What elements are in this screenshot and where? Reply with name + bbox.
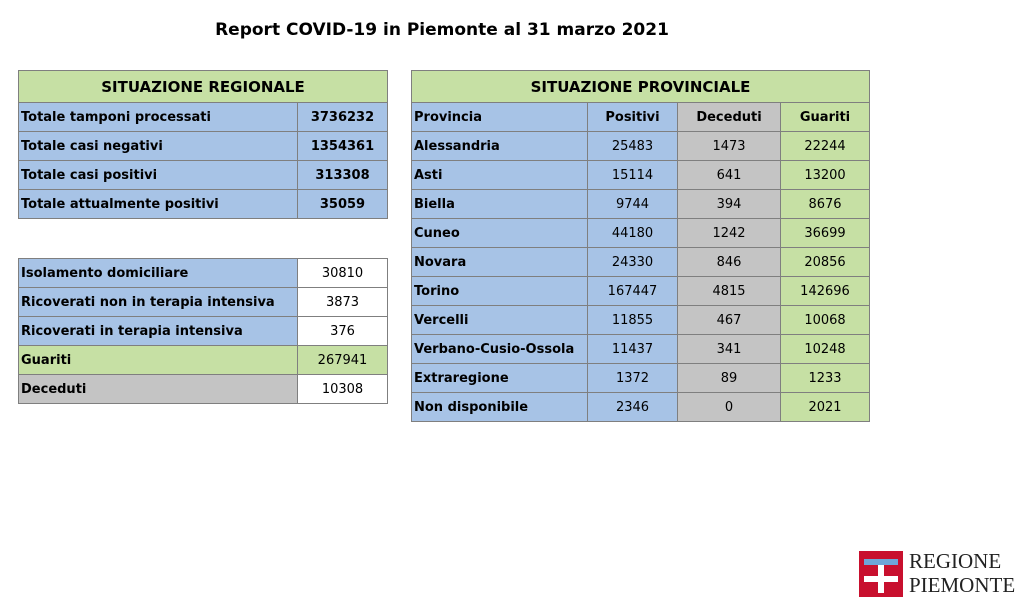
row-value: 35059 [297, 189, 388, 219]
regional-summary-table: SITUAZIONE REGIONALE Totale tamponi proc… [18, 70, 388, 219]
deceduti-value: 846 [677, 247, 781, 277]
table-row: Alessandria 25483 1473 22244 [411, 131, 870, 161]
regione-piemonte-cross-icon [859, 551, 903, 597]
column-header: Guariti [780, 102, 870, 132]
table-row: Torino 167447 4815 142696 [411, 276, 870, 306]
deceduti-value: 0 [677, 392, 781, 422]
guariti-value: 20856 [780, 247, 870, 277]
guariti-value: 1233 [780, 363, 870, 393]
province-name: Non disponibile [411, 392, 588, 422]
guariti-value: 13200 [780, 160, 870, 190]
table-row: Isolamento domiciliare 30810 [18, 258, 388, 288]
province-name: Torino [411, 276, 588, 306]
column-header: Provincia [411, 102, 588, 132]
table-header-row: Provincia Positivi Deceduti Guariti [411, 102, 870, 132]
row-value: 313308 [297, 160, 388, 190]
province-name: Cuneo [411, 218, 588, 248]
row-value: 3873 [297, 287, 388, 317]
regione-piemonte-logo: REGIONE PIEMONTE [859, 549, 1019, 601]
positivi-value: 9744 [587, 189, 678, 219]
positivi-value: 2346 [587, 392, 678, 422]
table-row: Totale casi negativi 1354361 [18, 131, 388, 161]
column-header: Deceduti [677, 102, 781, 132]
row-value: 267941 [297, 345, 388, 375]
table-row: Totale tamponi processati 3736232 [18, 102, 388, 132]
regional-breakdown-table: Isolamento domiciliare 30810 Ricoverati … [18, 258, 388, 404]
province-name: Extraregione [411, 363, 588, 393]
row-label: Ricoverati in terapia intensiva [18, 316, 298, 346]
province-name: Vercelli [411, 305, 588, 335]
table-row: Novara 24330 846 20856 [411, 247, 870, 277]
regional-header: SITUAZIONE REGIONALE [18, 70, 388, 103]
row-value: 30810 [297, 258, 388, 288]
row-label: Totale casi positivi [18, 160, 298, 190]
guariti-value: 36699 [780, 218, 870, 248]
province-name: Novara [411, 247, 588, 277]
table-row: Cuneo 44180 1242 36699 [411, 218, 870, 248]
deceduti-value: 341 [677, 334, 781, 364]
table-row: Totale casi positivi 313308 [18, 160, 388, 190]
guariti-value: 8676 [780, 189, 870, 219]
table-row: Vercelli 11855 467 10068 [411, 305, 870, 335]
row-label: Totale tamponi processati [18, 102, 298, 132]
positivi-value: 44180 [587, 218, 678, 248]
positivi-value: 167447 [587, 276, 678, 306]
row-value: 1354361 [297, 131, 388, 161]
province-name: Asti [411, 160, 588, 190]
row-value: 376 [297, 316, 388, 346]
table-row: Non disponibile 2346 0 2021 [411, 392, 870, 422]
positivi-value: 24330 [587, 247, 678, 277]
deceduti-value: 1242 [677, 218, 781, 248]
table-row: Biella 9744 394 8676 [411, 189, 870, 219]
table-row: Deceduti 10308 [18, 374, 388, 404]
logo-line2: PIEMONTE [909, 573, 1016, 597]
table-row: Guariti 267941 [18, 345, 388, 375]
row-label: Isolamento domiciliare [18, 258, 298, 288]
row-label: Ricoverati non in terapia intensiva [18, 287, 298, 317]
guariti-value: 142696 [780, 276, 870, 306]
row-value: 10308 [297, 374, 388, 404]
guariti-value: 10248 [780, 334, 870, 364]
row-value: 3736232 [297, 102, 388, 132]
logo-line1: REGIONE [909, 549, 1002, 573]
table-row: Verbano-Cusio-Ossola 11437 341 10248 [411, 334, 870, 364]
logo-text: REGIONE PIEMONTE [909, 549, 1015, 597]
deceduti-value: 641 [677, 160, 781, 190]
province-name: Alessandria [411, 131, 588, 161]
positivi-value: 1372 [587, 363, 678, 393]
column-header: Positivi [587, 102, 678, 132]
positivi-value: 15114 [587, 160, 678, 190]
table-row: Ricoverati non in terapia intensiva 3873 [18, 287, 388, 317]
row-label: Deceduti [18, 374, 298, 404]
positivi-value: 11855 [587, 305, 678, 335]
positivi-value: 11437 [587, 334, 678, 364]
table-row: Ricoverati in terapia intensiva 376 [18, 316, 388, 346]
deceduti-value: 394 [677, 189, 781, 219]
guariti-value: 22244 [780, 131, 870, 161]
report-title: Report COVID-19 in Piemonte al 31 marzo … [215, 20, 669, 40]
table-row: Totale attualmente positivi 35059 [18, 189, 388, 219]
positivi-value: 25483 [587, 131, 678, 161]
row-label: Totale attualmente positivi [18, 189, 298, 219]
row-label: Totale casi negativi [18, 131, 298, 161]
table-row: Asti 15114 641 13200 [411, 160, 870, 190]
guariti-value: 10068 [780, 305, 870, 335]
guariti-value: 2021 [780, 392, 870, 422]
row-label: Guariti [18, 345, 298, 375]
provincial-header: SITUAZIONE PROVINCIALE [411, 70, 870, 103]
provincial-rows: Alessandria 25483 1473 22244 Asti 15114 641 132… [411, 131, 870, 422]
deceduti-value: 4815 [677, 276, 781, 306]
province-name: Biella [411, 189, 588, 219]
table-row: Extraregione 1372 89 1233 [411, 363, 870, 393]
deceduti-value: 89 [677, 363, 781, 393]
provincial-table: SITUAZIONE PROVINCIALE Provincia Positiv… [411, 70, 870, 422]
deceduti-value: 467 [677, 305, 781, 335]
deceduti-value: 1473 [677, 131, 781, 161]
province-name: Verbano-Cusio-Ossola [411, 334, 588, 364]
